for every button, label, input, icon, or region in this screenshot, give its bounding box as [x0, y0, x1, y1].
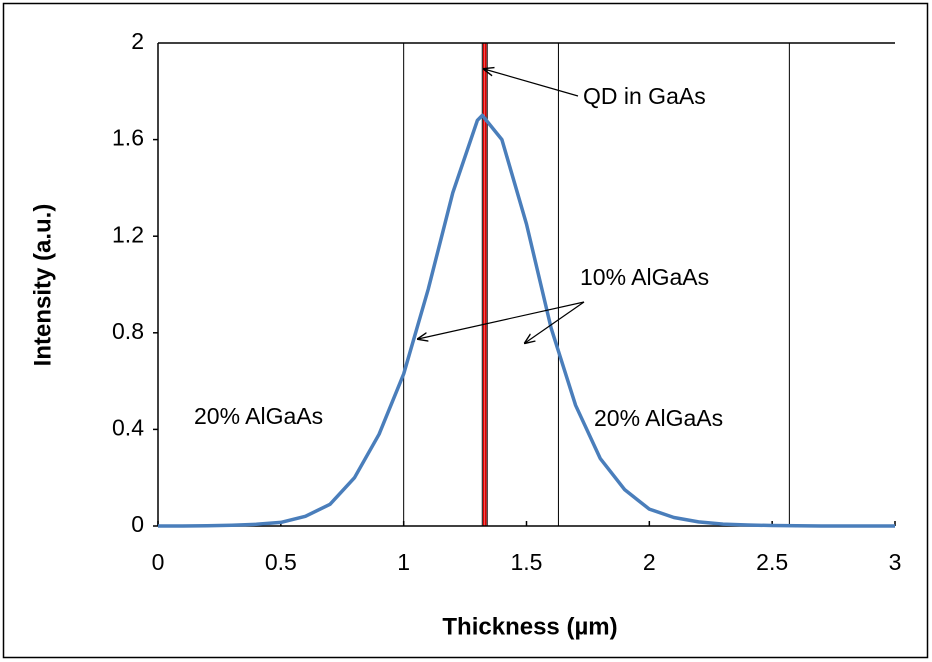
y-tick-label: 0.8 — [112, 318, 144, 344]
x-tick-label: 0 — [152, 549, 165, 575]
annotation: 10% AlGaAs — [580, 264, 709, 290]
y-tick-label: 1.6 — [112, 125, 144, 151]
y-axis-label: Intensity (a.u.) — [29, 204, 56, 367]
arrow — [525, 301, 585, 343]
arrows — [418, 69, 585, 343]
y-tick-label: 1.2 — [112, 221, 144, 247]
x-axis-label: Thickness (µm) — [442, 613, 617, 640]
x-tick-label: 2.5 — [756, 549, 788, 575]
annotation: 20% AlGaAs — [194, 403, 323, 429]
y-tick-label: 0 — [131, 511, 144, 537]
data-line — [158, 113, 895, 528]
x-tick-label: 3 — [889, 549, 902, 575]
annotation: QD in GaAs — [583, 83, 706, 109]
x-tick-label: 0.5 — [265, 549, 297, 575]
plot-area: 0 0.4 0.8 1.2 1.6 2 0 0.5 1 1.5 2 2.5 3 — [112, 28, 901, 575]
x-tick-label: 2 — [643, 549, 656, 575]
x-tick-label: 1.5 — [511, 549, 543, 575]
arrow — [484, 69, 579, 97]
y-tick-label: 0.4 — [112, 414, 144, 440]
y-tick-label: 2 — [131, 28, 144, 54]
arrow — [418, 301, 585, 339]
annotation: 20% AlGaAs — [594, 405, 723, 431]
x-tick-label: 1 — [397, 549, 410, 575]
